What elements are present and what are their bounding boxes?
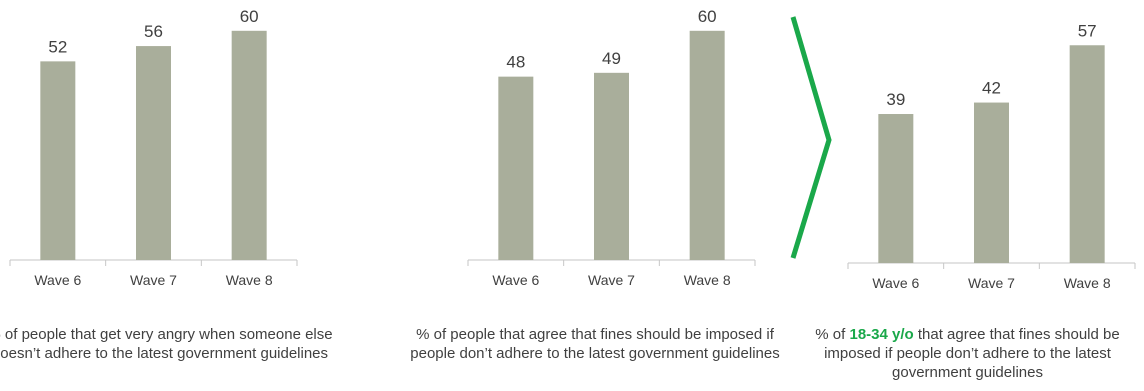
bar-wave-8 bbox=[689, 30, 725, 260]
x-tick-label: Wave 7 bbox=[130, 272, 177, 288]
bar-wave-6 bbox=[40, 61, 76, 260]
x-tick-label: Wave 8 bbox=[1064, 275, 1111, 291]
x-tick-label: Wave 8 bbox=[684, 272, 731, 288]
caption-chart-3: % of 18-34 y/o that agree that fines sho… bbox=[785, 325, 1144, 382]
bar-wave-7 bbox=[974, 102, 1009, 263]
bar-wave-6 bbox=[498, 76, 534, 260]
caption-chart-1: % of people that get very angry when som… bbox=[0, 326, 333, 362]
bar-chart-1: 52 Wave 6 56 Wave 7 60 Wave 8 bbox=[9, 7, 298, 288]
bar-chart-2: 48 Wave 6 49 Wave 7 60 Wave 8 bbox=[467, 7, 756, 288]
caption-chart-3-highlight: 18-34 y/o bbox=[849, 326, 914, 343]
data-label: 57 bbox=[1078, 21, 1097, 40]
data-label: 52 bbox=[48, 37, 67, 56]
caption-chart-3-prefix: % of bbox=[815, 326, 850, 343]
data-label: 60 bbox=[698, 7, 717, 26]
caption-chart-3-suffix: that agree that fines should be imposed … bbox=[824, 326, 1120, 381]
data-label: 56 bbox=[144, 22, 163, 41]
bar-chart-3: 39 Wave 6 42 Wave 7 57 Wave 8 bbox=[847, 21, 1136, 291]
x-tick-label: Wave 6 bbox=[872, 275, 919, 291]
x-tick-label: Wave 6 bbox=[492, 272, 539, 288]
x-tick-label: Wave 8 bbox=[226, 272, 273, 288]
data-label: 49 bbox=[602, 49, 621, 68]
bar-wave-8 bbox=[231, 30, 267, 260]
caption-chart-2: % of people that agree that fines should… bbox=[410, 326, 780, 362]
bar-wave-7 bbox=[594, 72, 629, 260]
x-tick-label: Wave 6 bbox=[34, 272, 81, 288]
data-label: 60 bbox=[240, 7, 259, 26]
bar-wave-6 bbox=[878, 114, 914, 264]
data-label: 48 bbox=[506, 53, 525, 72]
bar-wave-7 bbox=[136, 46, 171, 260]
x-tick-label: Wave 7 bbox=[968, 275, 1015, 291]
data-label: 42 bbox=[982, 79, 1001, 98]
x-tick-label: Wave 7 bbox=[588, 272, 635, 288]
chevron-divider bbox=[790, 16, 832, 259]
bar-wave-8 bbox=[1069, 45, 1105, 264]
data-label: 39 bbox=[886, 90, 905, 109]
